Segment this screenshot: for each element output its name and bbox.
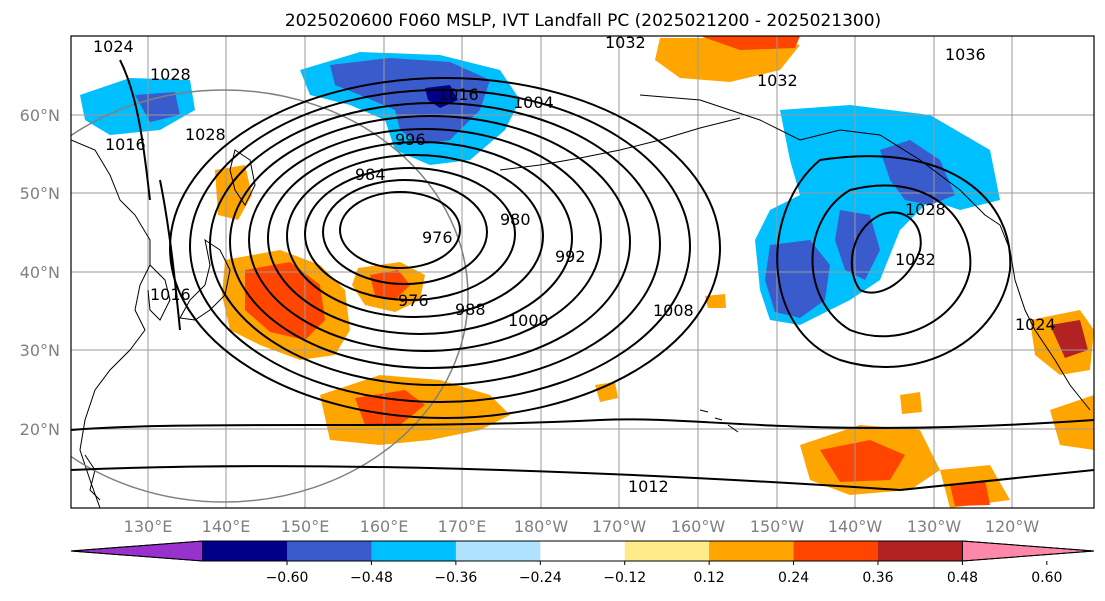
colorbar-tick-label: −0.48 — [350, 570, 393, 586]
colorbar-segment — [287, 541, 372, 561]
isobar-label: 1004 — [513, 93, 554, 112]
isobar-label: 1024 — [93, 37, 134, 56]
isobar-label: 984 — [355, 165, 386, 184]
colorbar-ticks: −0.60 −0.48 −0.36 −0.24 −0.12 0.12 0.24 0.36 0.4… — [266, 561, 1062, 586]
latitude-labels: 60°N 50°N 40°N 30°N 20°N — [20, 106, 60, 439]
ivt-red-arctic-ne — [700, 36, 800, 50]
lat-label: 20°N — [20, 420, 60, 439]
isobar-label: 1016 — [150, 285, 191, 304]
isobar-labels: 1024 1028 1032 1036 1032 1016 1004 996 9… — [93, 33, 1056, 496]
colorbar-segment — [371, 541, 457, 561]
ivt-red-farse — [950, 480, 990, 506]
colorbar: −0.60 −0.48 −0.36 −0.24 −0.12 0.12 0.24 0.36 0.4… — [70, 540, 1095, 586]
ivt-orange-blob2 — [705, 294, 726, 308]
lon-label: 130°E — [124, 517, 173, 536]
ivt-negative-shading — [80, 52, 1000, 325]
coast-hawaii — [699, 409, 739, 433]
lat-label: 60°N — [20, 106, 60, 125]
coast-kamchatka — [229, 149, 256, 206]
ivt-red-se — [820, 440, 905, 482]
coast-korea — [147, 264, 171, 321]
lon-label: 170°E — [438, 517, 487, 536]
colorbar-outline — [70, 540, 1095, 562]
lat-label: 30°N — [20, 341, 60, 360]
colorbar-tick-label: 0.36 — [862, 570, 893, 586]
ivt-darkblue-northeast — [765, 240, 830, 318]
colorbar-segments — [70, 540, 1095, 562]
colorbar-segment — [709, 541, 795, 561]
isobar-label: 1012 — [628, 477, 669, 496]
coast-aleutians — [499, 117, 741, 171]
isobar-label: 1032 — [757, 71, 798, 90]
isobar-label: 1028 — [905, 200, 946, 219]
isobar-label: 1008 — [653, 301, 694, 320]
isobar-label: 1028 — [150, 65, 191, 84]
lon-label: 160°E — [360, 517, 409, 536]
ivt-darkblue-alaska — [880, 140, 955, 205]
colorbar-segment — [877, 541, 963, 561]
colorbar-tick-label: −0.36 — [434, 570, 477, 586]
isobar-label: 976 — [422, 228, 453, 247]
ivt-orange-blob3 — [900, 392, 922, 414]
colorbar-tick-label: 0.24 — [778, 570, 809, 586]
lon-label: 150°W — [750, 517, 805, 536]
isobar-label: 976 — [398, 291, 429, 310]
map-title: 2025020600 F060 MSLP, IVT Landfall PC (2… — [285, 11, 881, 31]
map-border — [70, 35, 1095, 509]
ivt-orange-baja2 — [1050, 395, 1094, 450]
lon-label: 140°W — [828, 517, 883, 536]
ivt-red-baja — [1050, 320, 1088, 358]
ivt-darkblue-gulf — [835, 210, 880, 280]
colorbar-tick-label: −0.12 — [603, 570, 646, 586]
colorbar-tick-label: 0.60 — [1031, 570, 1062, 586]
lon-label: 130°W — [907, 517, 962, 536]
map-panel: 1024 1028 1032 1036 1032 1016 1004 996 9… — [71, 33, 1094, 508]
lon-label: 160°W — [671, 517, 726, 536]
colorbar-tick-label: 0.12 — [694, 570, 725, 586]
ivt-orange-blob1 — [595, 382, 618, 402]
lon-label: 170°W — [592, 517, 647, 536]
colorbar-extend-high — [961, 540, 1095, 562]
isobar-label: 980 — [500, 210, 531, 229]
ivt-blue-westcorner — [80, 78, 195, 135]
longitude-labels: 130°E 140°E 150°E 160°E 170°E 180°W 170°… — [124, 517, 1040, 536]
lon-label: 140°E — [202, 517, 251, 536]
lon-label: 180°W — [514, 517, 569, 536]
colorbar-segment — [793, 541, 879, 561]
isobar-label: 992 — [555, 247, 586, 266]
lat-label: 50°N — [20, 184, 60, 203]
colorbar-tick-label: −0.60 — [266, 570, 309, 586]
isobar-label: 1000 — [508, 311, 549, 330]
ivt-darkblue-arctic — [330, 58, 490, 145]
lon-label: 120°W — [985, 517, 1040, 536]
isobar-label: 1032 — [605, 33, 646, 52]
isobar-label: 1016 — [438, 85, 479, 104]
ivt-red-low — [370, 270, 410, 300]
lat-label: 40°N — [20, 263, 60, 282]
colorbar-tick-label: −0.24 — [519, 570, 562, 586]
colorbar-extend-low — [70, 540, 204, 562]
landfall-region-circle — [71, 89, 469, 503]
coast-philippines — [84, 454, 101, 501]
isobar-label: 988 — [455, 300, 486, 319]
mslp-isobars — [71, 59, 1094, 492]
isobar-label: 1032 — [895, 250, 936, 269]
isobar-976 — [339, 191, 461, 269]
colorbar-segment — [202, 541, 288, 561]
isobar-label: 1036 — [945, 45, 986, 64]
colorbar-segment — [455, 541, 541, 561]
isobar-label: 1016 — [105, 135, 146, 154]
colorbar-tick-label: 0.48 — [947, 570, 978, 586]
lon-label: 150°E — [281, 517, 330, 536]
coast-alaska — [639, 94, 1001, 226]
isobar-label: 1028 — [185, 125, 226, 144]
colorbar-segment — [624, 541, 710, 561]
isobar-label: 996 — [395, 130, 426, 149]
isobar-label: 1024 — [1015, 315, 1056, 334]
colorbar-segment — [540, 541, 626, 561]
